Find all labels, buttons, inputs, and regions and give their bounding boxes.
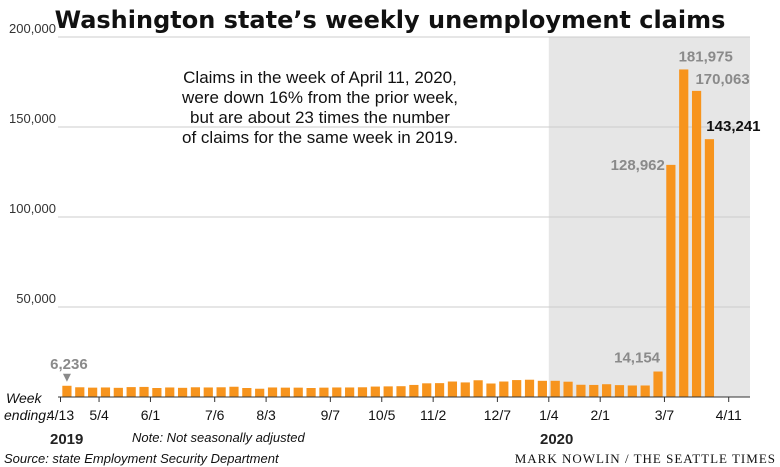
bar	[267, 387, 278, 397]
bar	[229, 386, 239, 397]
y-tick-label: 50,000	[16, 291, 56, 306]
bar	[383, 386, 393, 397]
bar	[524, 379, 535, 397]
bar	[627, 385, 637, 397]
bar	[139, 386, 149, 397]
bar	[589, 384, 599, 397]
x-tick-label: 12/7	[484, 407, 511, 423]
bar	[177, 387, 188, 397]
bar	[666, 164, 676, 397]
bar	[203, 387, 213, 397]
bar-value-label: 181,975	[679, 48, 733, 65]
pointer-triangle	[62, 373, 71, 382]
x-tick-label: 8/3	[256, 407, 276, 423]
bar-value-label: 128,962	[611, 157, 665, 174]
bar	[422, 383, 432, 397]
week-label: Week	[6, 390, 43, 406]
bar	[293, 387, 303, 397]
week-ending-label: ending:	[4, 407, 50, 423]
bar	[306, 388, 316, 397]
bar	[447, 381, 458, 397]
x-tick-label: 4/11	[716, 407, 742, 423]
bar-value-labels: 6,236 14,154 128,962 181,975 170,063 143,241	[50, 48, 761, 382]
note: Note: Not seasonally adjusted	[132, 430, 305, 445]
bars	[62, 69, 715, 397]
bar-value-label: 14,154	[614, 350, 661, 367]
x-tick-label: 2/1	[590, 407, 610, 423]
bar	[704, 139, 715, 397]
source: Source: state Employment Security Depart…	[4, 451, 280, 466]
bar-value-label: 143,241	[706, 118, 760, 135]
bar	[602, 384, 612, 397]
bar-value-label: 170,063	[695, 71, 749, 88]
bar	[126, 387, 136, 397]
bar	[190, 387, 201, 397]
bar	[691, 90, 702, 397]
y-axis-ticks: 50,000 100,000 150,000 200,000	[9, 21, 56, 306]
bar	[486, 383, 496, 397]
annotation-line-1: Claims in the week of April 11, 2020,	[183, 68, 457, 87]
bar	[396, 386, 406, 397]
bar	[100, 387, 111, 397]
year-label-2019: 2019	[50, 431, 83, 448]
bar	[409, 384, 419, 397]
chart-title: Washington state’s weekly unemployment c…	[55, 6, 726, 34]
y-tick-label: 200,000	[9, 21, 56, 36]
bar	[563, 381, 573, 397]
y-tick-label: 150,000	[9, 111, 56, 126]
x-tick-label: 1/4	[539, 407, 559, 423]
year-label-2020: 2020	[540, 431, 573, 448]
x-tick-label: 6/1	[141, 407, 161, 423]
annotation-line-4: of claims for the same week in 2019.	[182, 128, 458, 147]
bar	[319, 387, 329, 397]
bar-value-label: 6,236	[50, 356, 88, 373]
bar	[88, 387, 98, 397]
bar	[614, 385, 625, 397]
bar	[62, 385, 72, 397]
x-axis-ticks: 4/13 5/4 6/1 7/6 8/3 9/7 10/5 11/2 12/7 1/4 2/1 3/7…	[47, 397, 742, 423]
bar	[113, 387, 123, 397]
bar	[357, 387, 368, 397]
bar	[576, 384, 586, 397]
bar	[345, 387, 355, 397]
x-tick-label: 4/13	[47, 407, 74, 423]
bar	[216, 387, 226, 397]
bar	[640, 385, 650, 397]
x-tick-label: 3/7	[655, 407, 675, 423]
bar	[370, 386, 380, 397]
bar	[75, 387, 85, 397]
x-tick-label: 5/4	[89, 407, 109, 423]
bar	[280, 387, 290, 397]
bar	[653, 371, 663, 397]
bar	[512, 380, 522, 397]
bar	[434, 383, 445, 397]
bar	[499, 381, 509, 397]
bar	[550, 380, 560, 397]
bar	[165, 387, 175, 397]
bar	[255, 388, 265, 397]
x-tick-label: 10/5	[368, 407, 395, 423]
annotation-line-3: but are about 23 times the number	[190, 108, 450, 127]
x-tick-label: 7/6	[205, 407, 225, 423]
annotation-line-2: were down 16% from the prior week,	[181, 88, 458, 107]
bar	[473, 380, 483, 397]
bar	[332, 387, 342, 397]
gridlines	[58, 36, 750, 308]
y-tick-label: 100,000	[9, 201, 56, 216]
bar	[242, 388, 252, 397]
bar	[537, 380, 547, 397]
x-tick-label: 9/7	[321, 407, 341, 423]
x-tick-label: 11/2	[420, 407, 446, 423]
bar	[460, 382, 470, 397]
credit: MARK NOWLIN / THE SEATTLE TIMES	[515, 451, 776, 466]
bar	[152, 388, 162, 397]
bar	[679, 69, 689, 397]
